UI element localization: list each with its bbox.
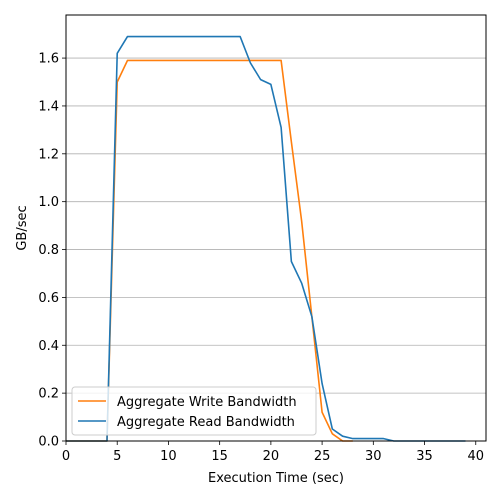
y-tick-label-0: 0.0 — [38, 435, 59, 450]
x-tick-label-6: 30 — [365, 449, 382, 464]
legend-box — [71, 386, 317, 436]
series-line-0 — [66, 59, 353, 442]
y-tick-label-2: 0.4 — [38, 339, 59, 354]
plot-frame — [65, 14, 487, 442]
y-tick-label-4: 0.8 — [38, 243, 59, 258]
y-tick-label-6: 1.2 — [38, 147, 59, 162]
x-tick-label-3: 15 — [211, 449, 228, 464]
x-tick-label-4: 20 — [263, 449, 280, 464]
x-tick-label-2: 10 — [160, 449, 177, 464]
series-layer — [66, 35, 466, 442]
y-tick-label-8: 1.6 — [38, 52, 59, 67]
grid-lines — [66, 57, 486, 442]
series-line-1 — [66, 35, 466, 442]
x-tick-label-1: 5 — [113, 449, 121, 464]
legend-label-write: Aggregate Write Bandwidth — [117, 395, 297, 410]
x-axis: 0 5 10 15 20 25 30 35 40 — [62, 441, 484, 464]
legend: Aggregate Write Bandwidth Aggregate Read… — [71, 386, 317, 436]
x-tick-label-7: 35 — [416, 449, 433, 464]
y-axis: 0.0 0.2 0.4 0.6 0.8 1.0 1.2 1.4 1.6 — [38, 52, 66, 450]
y-tick-label-5: 1.0 — [38, 195, 59, 210]
x-tick-label-0: 0 — [62, 449, 70, 464]
y-axis-label: GB/sec — [15, 205, 30, 250]
x-tick-label-8: 40 — [467, 449, 484, 464]
legend-label-read: Aggregate Read Bandwidth — [117, 415, 295, 430]
y-tick-label-1: 0.2 — [38, 387, 59, 402]
y-tick-label-7: 1.4 — [38, 99, 59, 114]
x-axis-label: Execution Time (sec) — [208, 471, 344, 486]
y-tick-label-3: 0.6 — [38, 291, 59, 306]
x-tick-label-5: 25 — [314, 449, 331, 464]
